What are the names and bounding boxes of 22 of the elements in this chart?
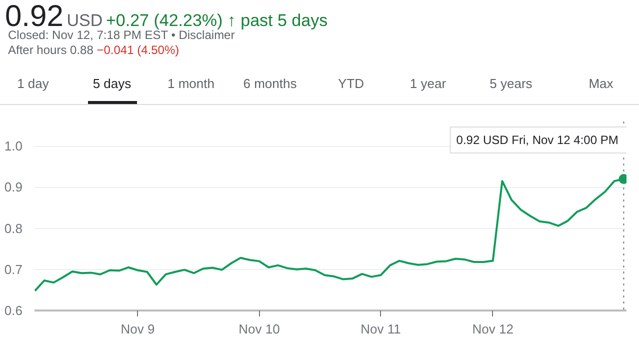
- x-tick-label: Nov 9: [120, 322, 155, 336]
- x-tick-label: Nov 11: [360, 322, 401, 336]
- text: −0.041 (4.50%): [96, 43, 180, 57]
- y-tick-label: 0.6: [4, 303, 23, 318]
- text: 1 year: [408, 75, 448, 93]
- x-tick-label: Nov 10: [238, 322, 280, 336]
- text: Max: [588, 75, 614, 93]
- text: +0.27 (42.23%) ↑ past 5 days: [106, 11, 328, 30]
- text: 5 years: [488, 75, 534, 93]
- text: 5 days: [92, 75, 132, 93]
- text: YTD: [337, 75, 365, 93]
- text: 6 months: [242, 75, 298, 93]
- y-tick-label: 1.0: [4, 138, 23, 154]
- x-tick-label: Nov 12: [472, 322, 514, 336]
- text: USD: [66, 11, 103, 30]
- annotation: 0.92 USD Fri, Nov 12 4:00 PM: [456, 133, 618, 148]
- y-tick-label: 0.7: [4, 262, 23, 277]
- text: After hours 0.88: [8, 43, 94, 57]
- y-tick-label: 0.9: [4, 180, 23, 195]
- y-tick-label: 0.8: [4, 220, 23, 236]
- text: 1 day: [16, 75, 50, 93]
- text: 1 month: [166, 75, 216, 93]
